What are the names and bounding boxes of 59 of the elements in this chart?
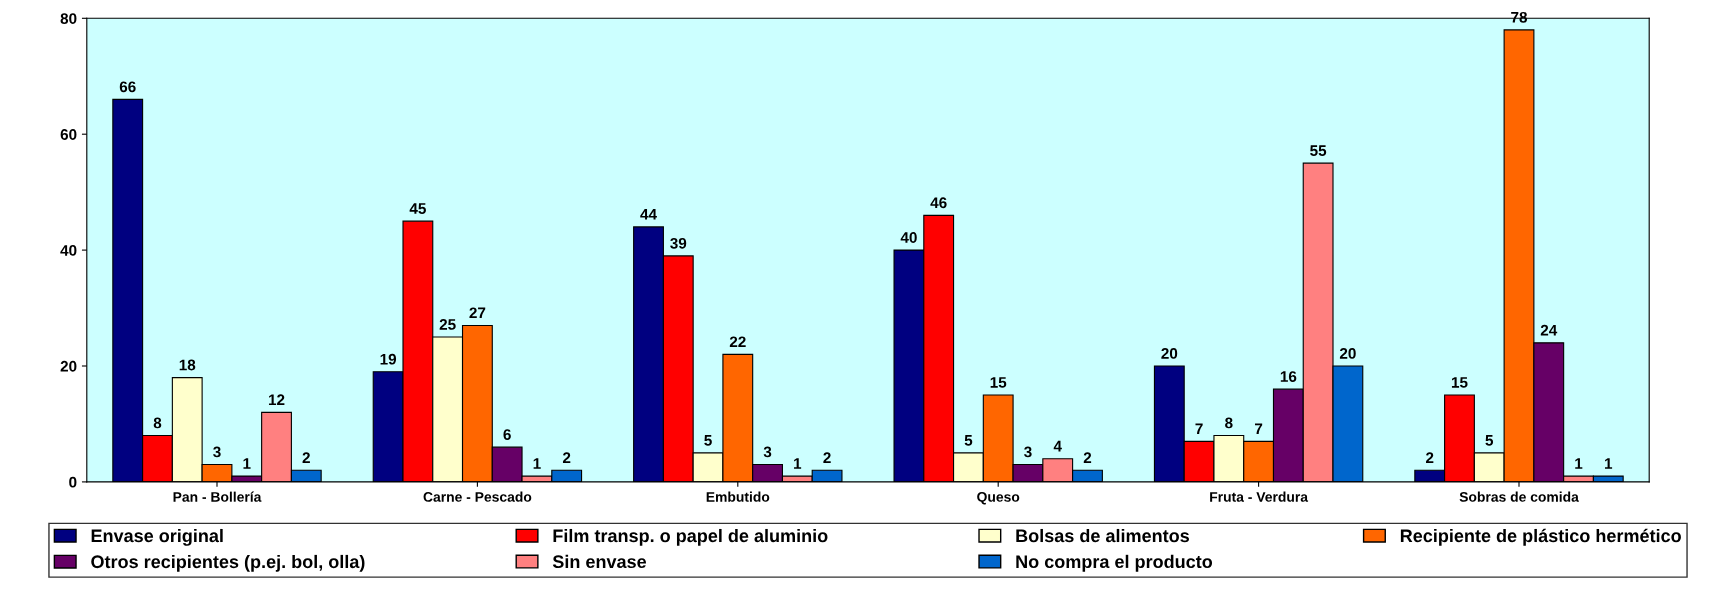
- data-label: 16: [1280, 371, 1297, 382]
- legend-label: No compra el producto: [1016, 554, 1213, 572]
- legend-label: Recipiente de plástico hermético: [1400, 528, 1681, 546]
- data-label: 7: [1255, 423, 1263, 434]
- data-label: 7: [1195, 423, 1203, 434]
- data-label: 1: [1604, 458, 1613, 469]
- legend-label: Film transp. o papel de aluminio: [553, 528, 828, 546]
- data-label: 1: [1575, 458, 1583, 469]
- data-label: 2: [302, 452, 310, 463]
- x-tick-label: Queso: [977, 491, 1020, 505]
- data-label: 3: [213, 446, 221, 458]
- data-label: 44: [640, 209, 657, 220]
- data-label: 24: [1540, 324, 1558, 336]
- y-tick-label: 40: [60, 244, 77, 256]
- legend-label: Envase original: [91, 528, 223, 546]
- data-label: 15: [1451, 377, 1468, 388]
- y-tick-label: 80: [60, 13, 77, 24]
- data-label: 1: [533, 458, 541, 469]
- data-label: 27: [469, 307, 486, 319]
- data-label: 55: [1310, 145, 1327, 156]
- data-label: 22: [729, 336, 746, 348]
- data-label: 8: [153, 417, 162, 429]
- x-tick-label: Fruta - Verdura: [1210, 491, 1309, 502]
- data-label: 66: [119, 81, 136, 93]
- data-label: 8: [1225, 417, 1233, 429]
- data-label: 1: [794, 458, 802, 469]
- data-label: 2: [823, 452, 831, 463]
- x-tick-label: Pan - Bollería: [173, 491, 262, 502]
- data-label: 20: [1339, 347, 1356, 359]
- data-label: 3: [1024, 446, 1032, 458]
- data-label: 3: [763, 446, 772, 458]
- data-label: 5: [964, 435, 973, 446]
- data-label: 18: [179, 359, 196, 371]
- legend-label: Otros recipientes (p.ej. bol, olla): [91, 554, 365, 572]
- legend-label: Sin envase: [552, 554, 647, 569]
- x-tick-label: Carne - Pescado: [423, 491, 532, 502]
- data-label: 2: [1426, 452, 1434, 463]
- data-label: 5: [704, 435, 712, 446]
- data-label: 46: [930, 197, 947, 209]
- data-label: 5: [1485, 435, 1494, 446]
- y-tick-label: 0: [69, 476, 77, 488]
- x-tick-label: Sobras de comida: [1459, 491, 1579, 502]
- y-tick-label: 60: [60, 129, 77, 140]
- data-label: 1: [243, 458, 251, 469]
- data-label: 6: [503, 429, 511, 440]
- data-label: 15: [990, 377, 1007, 388]
- data-label: 2: [1083, 452, 1092, 463]
- y-tick-label: 20: [60, 360, 77, 372]
- data-label: 25: [439, 319, 456, 330]
- data-label: 40: [900, 232, 917, 243]
- legend-label: Bolsas de alimentos: [1016, 528, 1189, 543]
- data-label: 45: [409, 203, 426, 214]
- data-label: 2: [562, 452, 571, 463]
- data-label: 4: [1053, 440, 1062, 452]
- data-label: 19: [380, 353, 397, 365]
- data-label: 20: [1161, 347, 1178, 359]
- x-tick-label: Embutido: [706, 491, 770, 502]
- data-label: 12: [268, 394, 285, 406]
- data-label: 39: [670, 237, 687, 249]
